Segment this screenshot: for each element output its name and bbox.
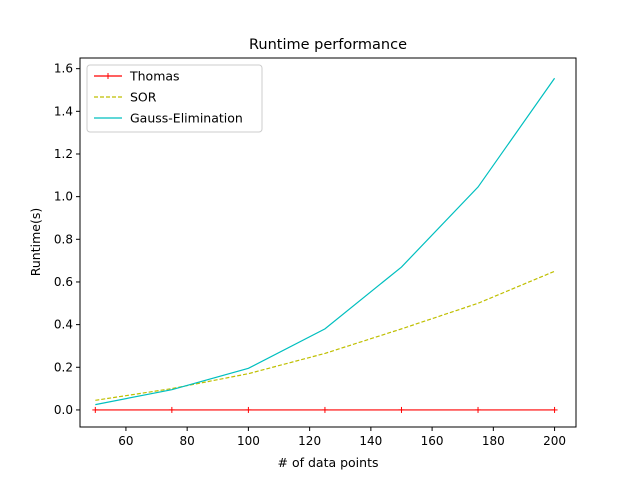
y-axis-label: Runtime(s)	[28, 208, 43, 276]
y-tick-label: 0.0	[54, 403, 73, 417]
series-point	[92, 406, 99, 413]
series-point	[398, 406, 405, 413]
y-tick-label: 0.6	[54, 275, 73, 289]
x-tick-label: 80	[180, 434, 195, 448]
x-axis-label: # of data points	[278, 455, 379, 470]
legend-entry: Gauss-Elimination	[94, 111, 243, 126]
legend-label: Thomas	[129, 69, 180, 84]
series-point	[475, 406, 482, 413]
series-point	[245, 406, 252, 413]
legend-entry: Thomas	[94, 69, 180, 84]
x-tick-label: 100	[237, 434, 260, 448]
series-point	[321, 406, 328, 413]
x-tick-label: 180	[482, 434, 505, 448]
y-tick-label: 0.8	[54, 232, 73, 246]
y-tick-label: 1.6	[54, 62, 73, 76]
series-layer	[92, 77, 558, 413]
legend-box	[86, 64, 263, 133]
y-tick-label: 1.2	[54, 147, 73, 161]
y-tick-label: 1.4	[54, 104, 73, 118]
x-tick-label: 120	[298, 434, 321, 448]
y-tick-label: 0.4	[54, 318, 73, 332]
x-axis: 60 80 100 120 140 160 180 200	[118, 427, 566, 448]
chart-title: Runtime performance	[249, 37, 407, 53]
series-point	[168, 406, 175, 413]
x-tick-label: 160	[421, 434, 444, 448]
legend-label: SOR	[130, 90, 157, 105]
legend-entry: SOR	[94, 90, 157, 105]
x-tick-label: 200	[543, 434, 566, 448]
series-point	[551, 406, 558, 413]
plot-area-frame	[79, 57, 577, 428]
y-axis: 0.0 0.2 0.4 0.6 0.8 1.0 1.2 1.4 1.6	[54, 62, 80, 417]
series-line-sor	[95, 270, 555, 401]
legend: Thomas SOR Gauss-Elimination	[86, 64, 263, 133]
legend-label: Gauss-Elimination	[130, 111, 243, 126]
y-tick-label: 1.0	[54, 190, 73, 204]
series-line-gauss-elimination	[95, 77, 556, 406]
x-tick-label: 60	[118, 434, 133, 448]
x-tick-label: 140	[359, 434, 382, 448]
y-tick-label: 0.2	[54, 360, 73, 374]
